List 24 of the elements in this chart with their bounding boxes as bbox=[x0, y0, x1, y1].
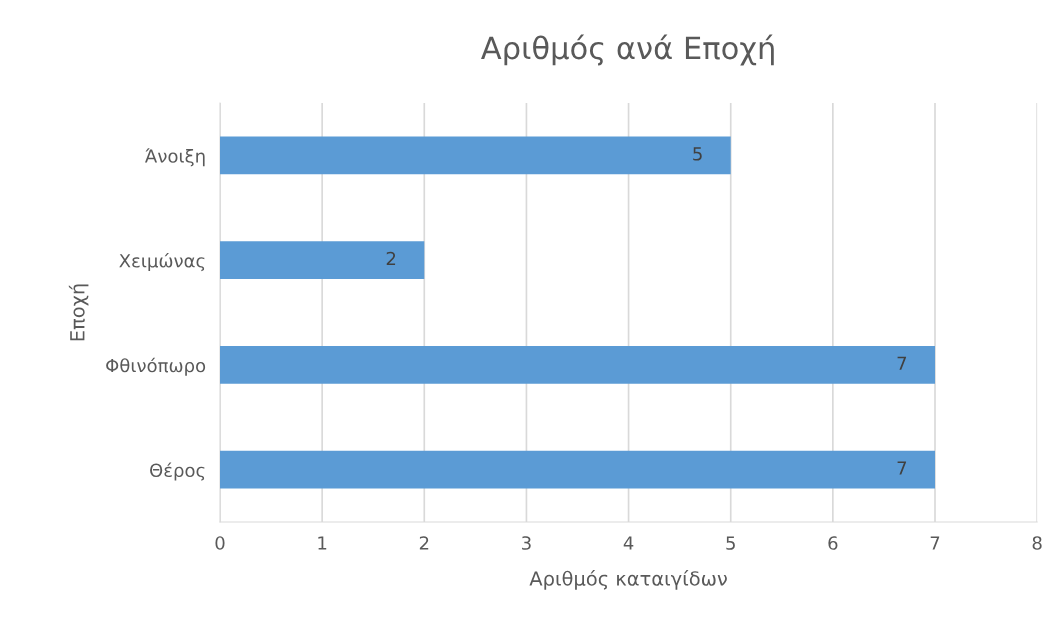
data-label: 5 bbox=[693, 147, 702, 161]
data-label: 2 bbox=[386, 251, 396, 266]
bar bbox=[220, 450, 935, 489]
data-label: 7 bbox=[897, 461, 907, 475]
x-tick-label: 4 bbox=[623, 536, 634, 550]
y-tick-label: Θέρος bbox=[150, 462, 205, 481]
bar bbox=[220, 346, 935, 384]
x-tick-label: 3 bbox=[522, 536, 531, 550]
x-tick-label: 8 bbox=[1032, 536, 1042, 550]
y-axis-title: Εποχή bbox=[68, 284, 89, 341]
x-tick-label: 7 bbox=[930, 536, 940, 550]
y-tick-label: Φθινόπωρο bbox=[106, 357, 206, 376]
bar bbox=[220, 241, 425, 279]
x-tick-label: 0 bbox=[215, 536, 225, 550]
x-tick-label: 1 bbox=[318, 536, 327, 550]
chart-title: Αριθμός ανά Εποχή bbox=[481, 34, 774, 66]
y-tick-label: Χειμώνας bbox=[119, 252, 205, 272]
x-tick-label: 5 bbox=[726, 536, 735, 550]
y-tick-label: Άνοιξη bbox=[145, 148, 205, 167]
bar bbox=[220, 136, 731, 175]
x-tick-label: 6 bbox=[828, 536, 838, 550]
x-tick-label: 2 bbox=[419, 536, 429, 550]
data-label: 7 bbox=[897, 356, 907, 370]
x-axis-title: Αριθμός καταιγίδων bbox=[529, 570, 727, 590]
